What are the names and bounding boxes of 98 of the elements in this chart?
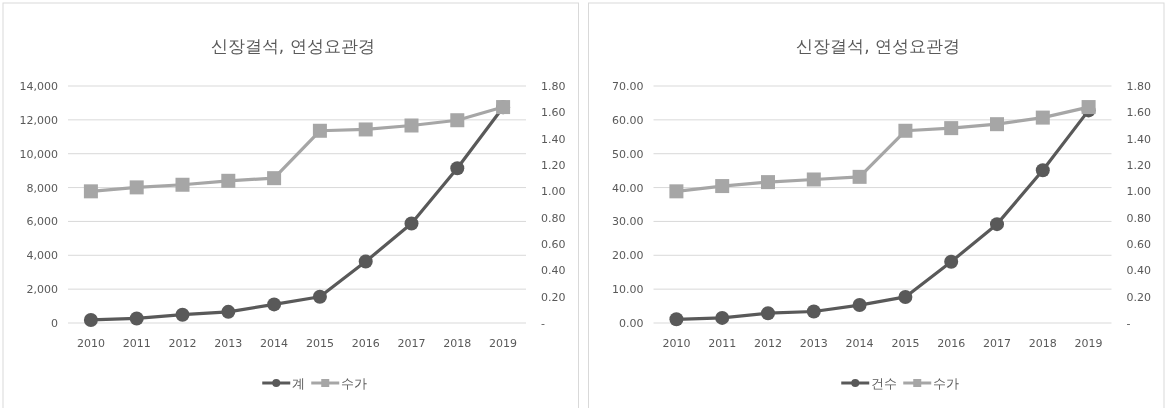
- y-tick-label: 0: [51, 317, 58, 330]
- point: [129, 311, 144, 326]
- point: [83, 184, 98, 199]
- legend-label: 건수: [871, 376, 898, 391]
- y2-tick-label: 1.40: [541, 132, 566, 146]
- legend-label: 수가: [933, 376, 960, 391]
- point: [990, 117, 1004, 132]
- x-tick-label: 2018: [1028, 337, 1057, 350]
- y-tick-label: 10.00: [612, 283, 644, 297]
- y2-tick-label: 0.40: [541, 264, 566, 278]
- y2-tick-label: 0.60: [541, 238, 566, 251]
- x-tick-label: 2019: [489, 337, 518, 350]
- point: [715, 310, 730, 325]
- point: [175, 177, 190, 192]
- point: [267, 297, 282, 312]
- point: [221, 173, 236, 188]
- point: [898, 289, 913, 304]
- y-tick-label: 0.00: [619, 317, 644, 330]
- point: [358, 122, 373, 137]
- y2-tick-label: 1.80: [541, 80, 566, 93]
- y2-tick-label: 1.00: [1126, 185, 1151, 199]
- point: [83, 312, 98, 327]
- y-tick-label: 8,000: [26, 181, 58, 195]
- point: [852, 169, 867, 184]
- point: [990, 217, 1004, 232]
- chart-title: 신장결석, 연성요관경: [796, 36, 961, 56]
- y2-tick-label: 1.20: [1126, 159, 1151, 172]
- y2-tick-label: 1.60: [541, 106, 566, 120]
- y-tick-label: 30.00: [612, 215, 644, 229]
- point: [221, 304, 236, 319]
- x-tick-label: 2013: [799, 337, 828, 350]
- point: [267, 171, 282, 186]
- x-tick-label: 2016: [351, 337, 380, 350]
- point: [450, 113, 465, 128]
- legend-label: 계: [292, 376, 306, 391]
- y-tick-label: 12,000: [19, 113, 58, 127]
- point: [404, 216, 419, 231]
- legend-label: 수가: [341, 376, 368, 391]
- x-tick-label: 2010: [76, 337, 105, 350]
- y2-tick-label: -: [1126, 317, 1131, 330]
- point: [898, 123, 913, 138]
- point: [358, 254, 373, 269]
- y2-tick-label: 0.60: [1126, 238, 1151, 251]
- point: [312, 123, 327, 138]
- x-tick-label: 2016: [937, 337, 966, 350]
- y-tick-label: 10,000: [19, 147, 58, 161]
- point: [450, 161, 465, 176]
- x-tick-label: 2017: [983, 337, 1011, 350]
- x-tick-label: 2014: [845, 337, 874, 350]
- point: [129, 180, 144, 195]
- point: [852, 298, 867, 313]
- point: [944, 121, 959, 136]
- x-tick-label: 2018: [443, 337, 472, 350]
- x-tick-label: 2015: [305, 337, 334, 350]
- y2-tick-label: 1.00: [541, 185, 566, 199]
- point: [669, 312, 684, 327]
- point: [715, 179, 730, 194]
- x-tick-label: 2011: [122, 337, 151, 350]
- y-tick-label: 70.00: [612, 80, 644, 93]
- x-tick-label: 2010: [662, 337, 691, 350]
- point: [175, 307, 190, 322]
- y2-tick-label: 0.80: [1126, 211, 1151, 225]
- point: [404, 118, 419, 133]
- y-tick-label: 6,000: [26, 215, 58, 229]
- point: [1035, 163, 1050, 178]
- x-tick-label: 2015: [891, 337, 920, 350]
- point: [1035, 110, 1050, 125]
- y2-tick-label: 0.20: [1126, 290, 1151, 304]
- y2-tick-label: -: [541, 317, 545, 330]
- y2-tick-label: 1.20: [541, 159, 566, 172]
- x-tick-label: 2012: [754, 337, 782, 350]
- point: [761, 175, 775, 190]
- chart-title: 신장결석, 연성요관경: [210, 36, 375, 56]
- x-tick-label: 2019: [1074, 337, 1103, 350]
- y-tick-label: 2,000: [26, 283, 58, 297]
- x-tick-label: 2011: [708, 337, 737, 350]
- y2-tick-label: 0.20: [541, 290, 566, 304]
- point: [806, 172, 821, 187]
- point: [761, 306, 775, 321]
- x-tick-label: 2017: [397, 337, 426, 350]
- x-tick-label: 2012: [168, 337, 197, 350]
- point: [669, 184, 684, 199]
- y2-tick-label: 1.60: [1126, 106, 1151, 120]
- y-tick-label: 20.00: [612, 249, 644, 263]
- y-tick-label: 4,000: [26, 249, 58, 263]
- y2-tick-label: 0.40: [1126, 264, 1151, 278]
- x-tick-label: 2013: [214, 337, 243, 350]
- point: [944, 254, 959, 269]
- y2-tick-label: 0.80: [541, 211, 566, 225]
- y2-tick-label: 1.40: [1126, 132, 1151, 146]
- x-tick-label: 2014: [260, 337, 289, 350]
- y-tick-label: 50.00: [612, 147, 644, 161]
- y-tick-label: 60.00: [612, 113, 644, 127]
- y-tick-label: 14,000: [19, 80, 58, 93]
- point: [312, 289, 327, 304]
- y-tick-label: 40.00: [612, 181, 644, 195]
- y2-tick-label: 1.80: [1126, 80, 1151, 93]
- point: [806, 304, 821, 319]
